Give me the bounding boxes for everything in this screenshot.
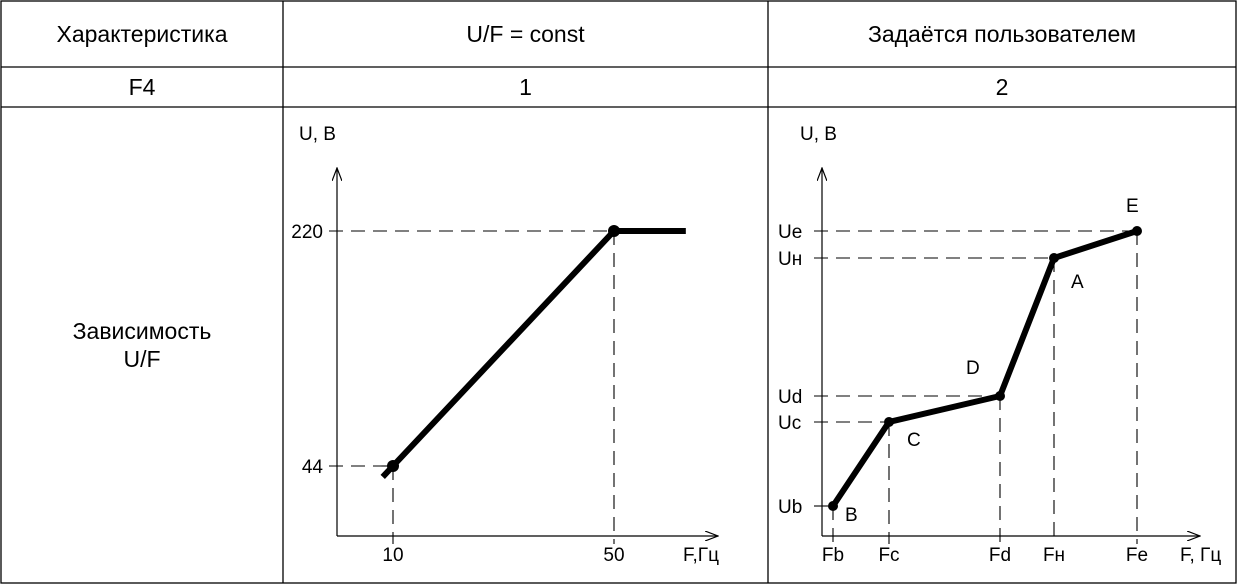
y-axis-label: U, В [800,124,837,145]
y-tick-label: 220 [291,222,323,243]
x-tick-label: Fb [822,545,844,566]
data-point [884,417,894,427]
x-tick-label: Fн [1043,545,1065,566]
y-tick-label: Ud [778,387,802,408]
data-point [828,501,838,511]
series-line [830,228,1138,508]
y-tick-label: Ue [778,222,802,243]
y-axis-label: U, В [299,124,336,145]
data-point [995,391,1005,401]
x-tick-label: Fc [878,545,899,566]
y-tick-label: Ub [778,497,802,518]
param-value-1: 1 [519,74,532,100]
y-tick-label: Uc [778,413,801,434]
x-tick-label: Fd [989,545,1011,566]
data-point [1049,253,1059,263]
header-user-defined: Задаётся пользователем [867,21,1137,47]
row-label-uf-dependence: Зависимость U/F [72,318,212,372]
data-point [387,460,399,472]
data-point [1132,226,1142,236]
x-tick-label: 10 [382,545,403,566]
x-tick-label: Fe [1126,545,1148,566]
x-tick-label: 50 [603,545,624,566]
series-line [380,228,686,479]
param-value-2: 2 [995,74,1009,100]
x-axis-label: F, Гц [1180,545,1221,566]
param-name: F4 [128,74,156,100]
header-characteristic: Характеристика [56,21,228,47]
point-label: C [907,430,921,451]
point-label: E [1126,196,1139,217]
data-point [608,225,620,237]
point-label: A [1071,272,1084,293]
y-tick-label: Uн [778,249,802,270]
point-label: B [845,505,858,526]
x-axis-label: F,Гц [683,545,719,566]
header-uf-const: U/F = const [466,21,585,47]
point-label: D [966,358,980,379]
y-tick-label: 44 [302,457,324,478]
